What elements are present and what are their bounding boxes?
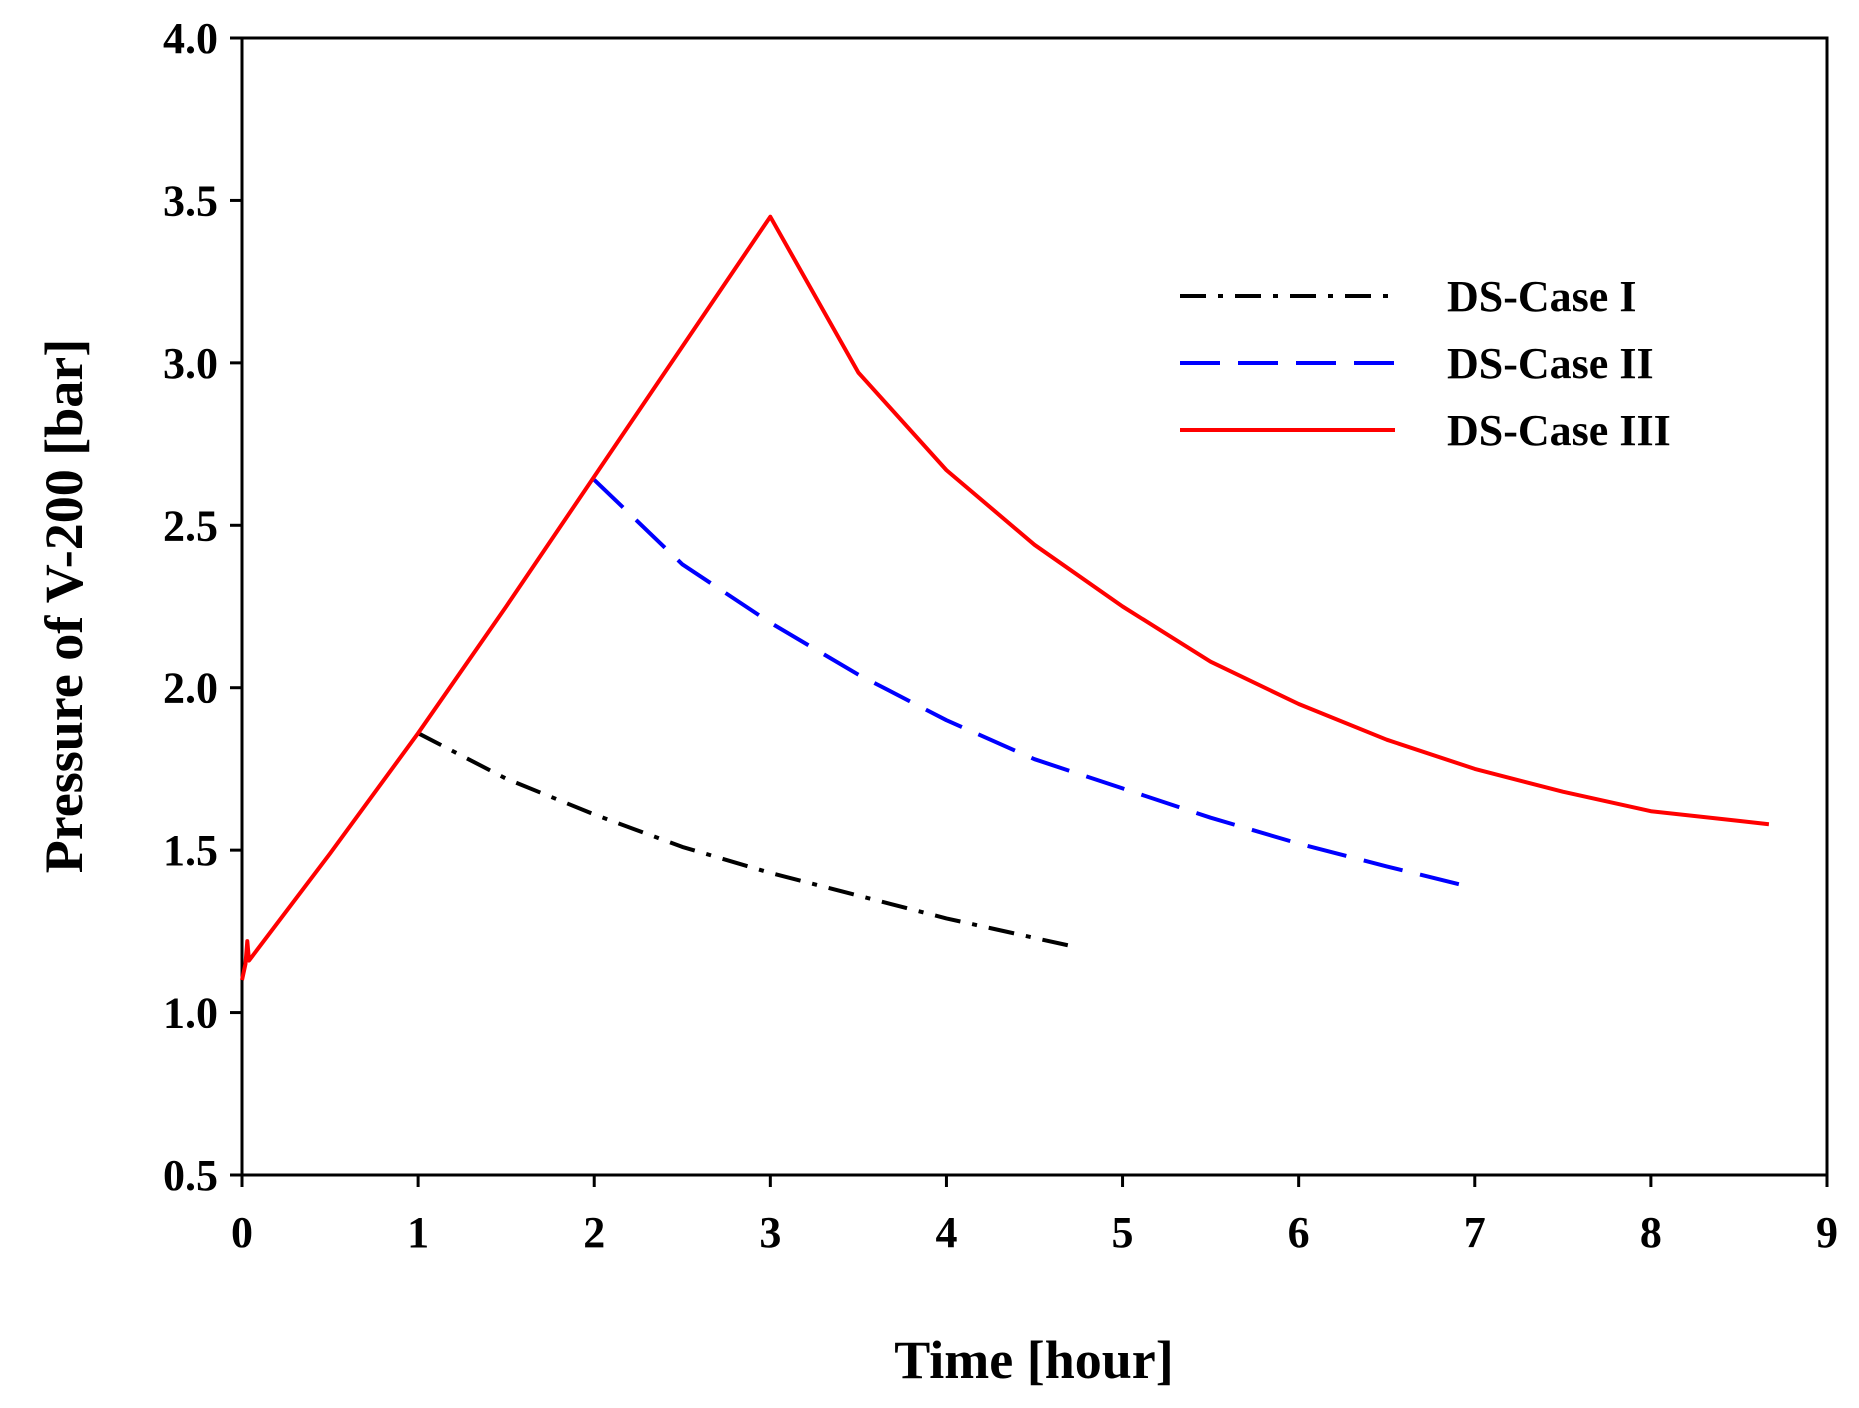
y-tick-label: 1.5 <box>163 826 218 875</box>
y-tick-label: 0.5 <box>163 1151 218 1200</box>
x-tick-label: 3 <box>759 1208 781 1257</box>
legend-label: DS-Case III <box>1447 406 1671 455</box>
y-tick-label: 1.0 <box>163 989 218 1038</box>
y-axis: 0.5 1.0 1.5 2.0 2.5 3.0 3.5 4.0 <box>163 14 242 1200</box>
x-tick-label: 2 <box>583 1208 605 1257</box>
series-line-ds-case-ii <box>592 478 1467 888</box>
series-line-ds-case-i <box>417 731 1079 950</box>
y-tick-label: 3.0 <box>163 339 218 388</box>
x-tick-label: 6 <box>1288 1208 1310 1257</box>
legend: DS-Case I DS-Case II DS-Case III <box>1180 272 1671 455</box>
series-line-ds-case-iii <box>240 214 1770 981</box>
y-axis-title: Pressure of V-200 [bar] <box>34 339 94 873</box>
x-axis: 0 1 2 3 4 5 6 7 8 9 <box>231 1175 1838 1257</box>
legend-label: DS-Case I <box>1447 272 1636 321</box>
x-tick-label: 5 <box>1112 1208 1134 1257</box>
x-tick-label: 1 <box>407 1208 429 1257</box>
y-tick-label: 4.0 <box>163 14 218 63</box>
legend-label: DS-Case II <box>1447 339 1654 388</box>
x-tick-label: 7 <box>1464 1208 1486 1257</box>
y-tick-label: 3.5 <box>163 176 218 225</box>
y-tick-label: 2.0 <box>163 664 218 713</box>
x-tick-label: 8 <box>1640 1208 1662 1257</box>
plot-frame <box>240 36 1829 1177</box>
x-tick-label: 4 <box>935 1208 957 1257</box>
x-tick-label: 0 <box>231 1208 253 1257</box>
x-axis-title: Time [hour] <box>894 1330 1174 1390</box>
series-layer <box>240 214 1770 981</box>
y-tick-label: 2.5 <box>163 501 218 550</box>
x-tick-label: 9 <box>1816 1208 1838 1257</box>
